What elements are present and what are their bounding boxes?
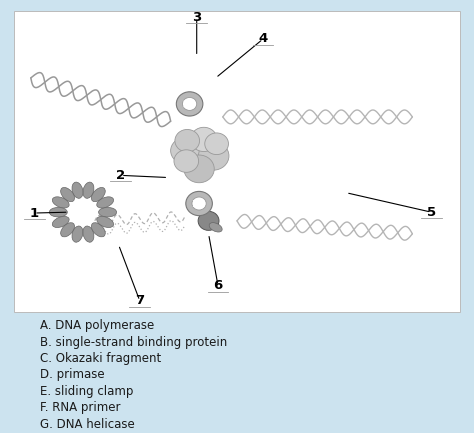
Text: 4: 4: [258, 32, 268, 45]
Circle shape: [198, 142, 229, 170]
Circle shape: [176, 92, 203, 116]
Ellipse shape: [61, 187, 74, 202]
Ellipse shape: [72, 182, 83, 198]
Ellipse shape: [91, 187, 105, 202]
Ellipse shape: [83, 182, 94, 198]
Circle shape: [192, 197, 206, 210]
Ellipse shape: [209, 223, 222, 232]
Circle shape: [186, 191, 212, 216]
Text: 6: 6: [213, 279, 223, 292]
Ellipse shape: [99, 207, 117, 217]
Text: 3: 3: [192, 11, 201, 24]
Circle shape: [178, 136, 216, 171]
FancyBboxPatch shape: [14, 11, 460, 312]
Text: E. sliding clamp: E. sliding clamp: [40, 385, 134, 398]
Text: F. RNA primer: F. RNA primer: [40, 401, 121, 414]
Ellipse shape: [52, 216, 69, 227]
Text: G. DNA helicase: G. DNA helicase: [40, 418, 135, 431]
Text: C. Okazaki fragment: C. Okazaki fragment: [40, 352, 162, 365]
Ellipse shape: [49, 207, 67, 217]
Text: 7: 7: [135, 294, 145, 307]
Circle shape: [182, 97, 197, 110]
Ellipse shape: [83, 226, 94, 242]
Text: A. DNA polymerase: A. DNA polymerase: [40, 319, 155, 332]
Circle shape: [174, 150, 199, 172]
Ellipse shape: [91, 223, 105, 237]
Circle shape: [175, 129, 200, 152]
Text: 1: 1: [29, 207, 39, 220]
Ellipse shape: [52, 197, 69, 208]
Text: 2: 2: [116, 169, 126, 182]
Circle shape: [184, 155, 214, 183]
Text: 5: 5: [427, 206, 436, 219]
Circle shape: [205, 133, 228, 155]
Ellipse shape: [61, 223, 74, 237]
Ellipse shape: [72, 226, 83, 242]
Circle shape: [198, 211, 219, 230]
Ellipse shape: [97, 216, 114, 227]
Circle shape: [191, 127, 217, 152]
Text: B. single-strand binding protein: B. single-strand binding protein: [40, 336, 228, 349]
Text: D. primase: D. primase: [40, 368, 105, 381]
Ellipse shape: [97, 197, 114, 208]
Circle shape: [171, 138, 199, 164]
